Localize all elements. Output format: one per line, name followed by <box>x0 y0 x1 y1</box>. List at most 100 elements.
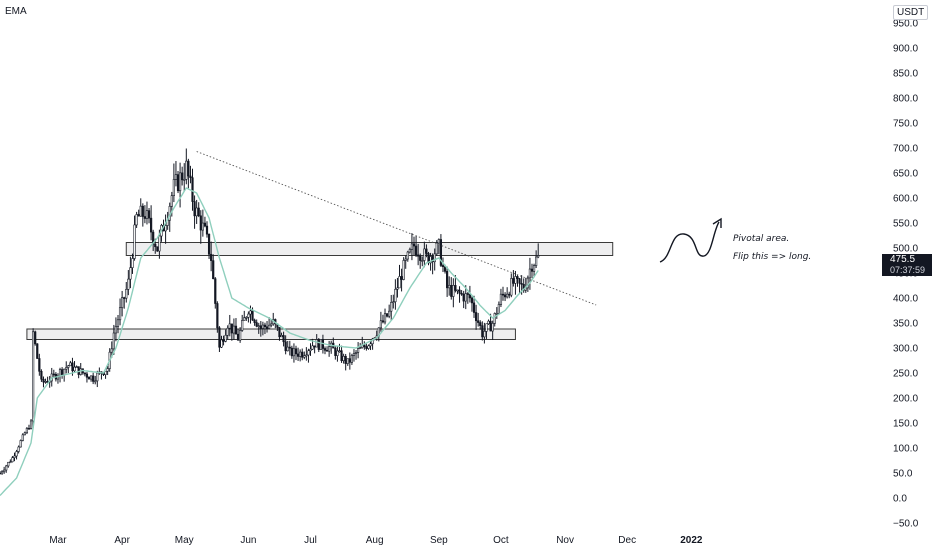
candle-body <box>470 297 474 304</box>
candle-body <box>183 179 186 181</box>
candle-body <box>363 344 366 347</box>
y-tick-label: 700.0 <box>893 144 918 155</box>
candle-body <box>537 255 540 258</box>
y-tick-label: 200.0 <box>893 394 918 405</box>
candle-body <box>303 355 306 358</box>
x-tick-label: Nov <box>556 535 574 546</box>
y-tick-label: 100.0 <box>893 444 918 455</box>
candle-body <box>336 350 339 356</box>
candle-body <box>36 343 39 359</box>
candle-body <box>185 160 188 180</box>
candle-body <box>241 320 244 331</box>
y-tick-label: 950.0 <box>893 19 918 30</box>
candle-body <box>323 348 327 351</box>
candle-body <box>112 332 115 350</box>
y-tick-label: 150.0 <box>893 419 918 430</box>
candle-body <box>135 214 138 226</box>
candle-body <box>396 287 399 290</box>
y-tick-label: 350.0 <box>893 319 918 330</box>
candle-body <box>92 375 95 382</box>
candle-body <box>133 224 136 259</box>
candle-body <box>342 355 345 361</box>
candle-body <box>483 331 486 338</box>
candle-body <box>230 323 233 334</box>
candle-body <box>419 255 422 261</box>
y-axis[interactable]: 950.0 900.0 850.0 800.0 750.0 700.0 650.0 600.0… <box>893 19 919 530</box>
indicator-label[interactable]: EMA <box>5 6 27 17</box>
candle-body <box>191 177 194 202</box>
x-tick-label: Dec <box>618 535 636 546</box>
x-tick-label: Oct <box>493 535 509 546</box>
support-resistance-zones <box>26 242 614 340</box>
candle-body <box>164 225 167 232</box>
candle-body <box>392 301 395 304</box>
candle-body <box>123 297 126 299</box>
y-tick-label: 500.0 <box>893 244 918 255</box>
candle-body <box>7 461 10 467</box>
candle-body <box>42 378 45 383</box>
candle-body <box>261 324 264 329</box>
y-tick-label: 50.0 <box>893 469 913 480</box>
currency-button[interactable]: USDT <box>893 5 929 20</box>
candle-body <box>462 293 465 302</box>
y-tick-label: 900.0 <box>893 44 918 55</box>
candle-body <box>518 278 521 284</box>
candle-body <box>174 174 178 180</box>
candle-body <box>344 355 347 364</box>
arrow-wave <box>659 221 720 263</box>
candle-body <box>19 440 22 448</box>
candle-body <box>400 276 403 280</box>
candle-body <box>526 277 529 289</box>
candle-body <box>365 346 368 349</box>
candle-body <box>226 327 229 336</box>
candle-body <box>477 320 480 323</box>
candle-body <box>193 201 196 217</box>
candle-body <box>210 253 213 261</box>
candle-body <box>245 317 248 319</box>
candle-body <box>338 350 341 352</box>
annotation-flip: Flip this => long. <box>733 252 812 262</box>
x-tick-label: Mar <box>49 535 67 546</box>
candle-body <box>460 292 463 295</box>
candle-body <box>328 346 331 352</box>
candle-body <box>443 266 447 272</box>
candle-body <box>251 310 254 321</box>
candle-body <box>96 372 99 382</box>
candle-body <box>106 368 109 372</box>
y-tick-label: 550.0 <box>893 219 918 230</box>
candle-body <box>299 351 302 357</box>
candle-body <box>371 338 374 345</box>
candle-body <box>52 373 55 376</box>
candle-body <box>195 207 198 217</box>
candle-body <box>199 215 202 231</box>
candle-body <box>398 276 401 289</box>
candle-body <box>257 325 260 328</box>
candle-body <box>334 347 337 356</box>
candle-body <box>466 293 469 295</box>
candle-body <box>535 256 538 266</box>
candle-body <box>348 358 351 363</box>
candle-body <box>67 365 70 368</box>
candle-body <box>181 172 184 181</box>
candle-body <box>58 369 62 377</box>
candle-body <box>296 353 300 357</box>
candle-body <box>145 210 149 219</box>
candle-body <box>402 260 405 280</box>
candle-body <box>359 347 362 349</box>
projection-arrow <box>659 217 722 263</box>
candle-body <box>17 446 20 452</box>
candle-body <box>118 307 122 321</box>
candle-body <box>71 362 74 372</box>
candle-body <box>178 172 182 192</box>
candle-body <box>207 233 211 255</box>
candle-body <box>286 346 289 352</box>
candle-body <box>40 371 43 380</box>
candle-body <box>429 256 432 264</box>
candle-body <box>94 380 97 383</box>
candle-body <box>189 175 192 178</box>
x-axis[interactable]: Mar Apr May Jun Jul Aug Sep Oct Nov Dec 2022 <box>49 535 703 546</box>
candle-body <box>307 350 310 356</box>
candle-body <box>280 335 283 338</box>
trendline <box>196 151 597 306</box>
